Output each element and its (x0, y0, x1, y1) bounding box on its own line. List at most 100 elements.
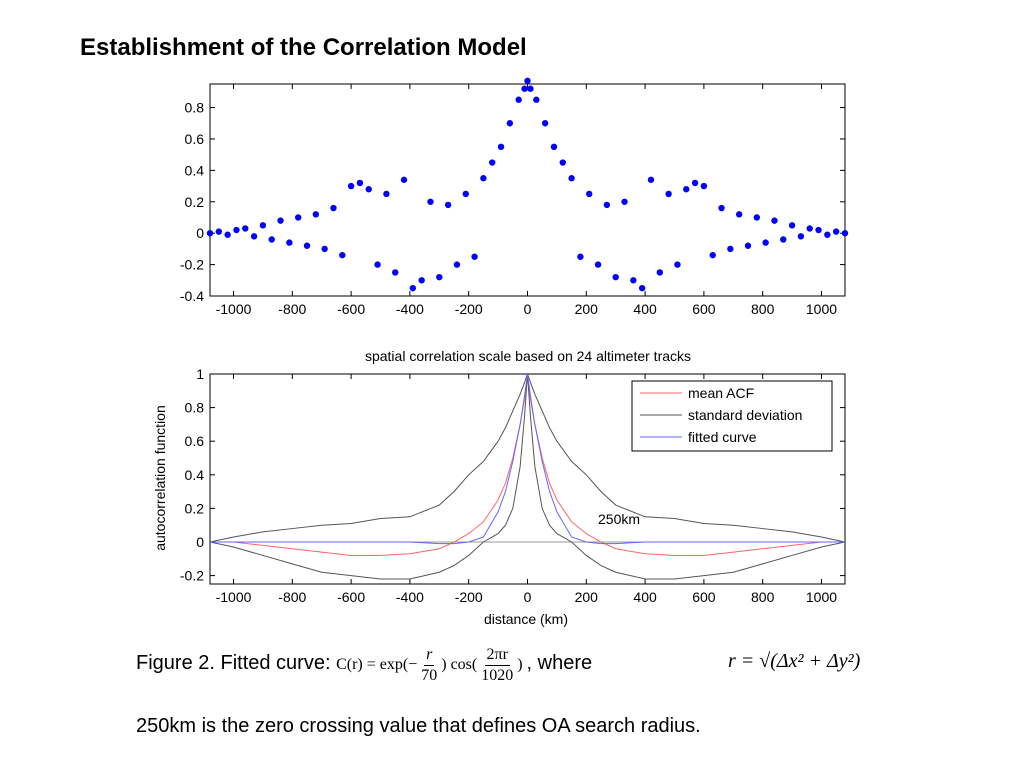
scatter-point (674, 261, 681, 268)
scatter-point (841, 229, 849, 237)
scatter-point (656, 269, 663, 276)
scatter-point (347, 182, 355, 190)
scatter-point (400, 176, 408, 183)
x-tick-label: -600 (337, 301, 365, 317)
y-tick-label: 0 (196, 225, 204, 241)
scatter-point (727, 245, 734, 253)
x-tick-label: -1000 (216, 301, 252, 317)
y-tick-label: 0.4 (185, 467, 205, 483)
y-tick-label: 0.4 (185, 162, 205, 178)
scatter-point (480, 175, 487, 182)
legend-label: mean ACF (688, 385, 754, 401)
scatter-point (444, 201, 452, 209)
legend-label: fitted curve (688, 429, 757, 445)
frac1-num: r (424, 645, 435, 666)
scatter-point (683, 186, 690, 193)
scatter-point (259, 222, 267, 229)
x-tick-label: -800 (278, 301, 306, 317)
x-tick-label: -200 (455, 589, 483, 605)
scatter-point (753, 214, 761, 221)
scatter-point (383, 190, 390, 198)
scatter-point (832, 228, 840, 235)
scatter-point (621, 198, 628, 205)
legend-label: standard deviation (688, 407, 802, 423)
scatter-point (709, 251, 716, 259)
y-tick-label: -0.4 (180, 288, 204, 304)
scatter-point (321, 245, 328, 253)
x-tick-label: -600 (337, 589, 365, 605)
scatter-point (277, 217, 284, 224)
scatter-point (586, 190, 593, 198)
scatter-point (647, 176, 655, 183)
scatter-point (700, 182, 708, 190)
scatter-point (541, 120, 549, 127)
scatter-point (303, 242, 311, 249)
scatter-point (515, 96, 522, 103)
scatter-point (206, 229, 214, 237)
x-tick-label: 400 (633, 589, 657, 605)
scatter-point (268, 236, 275, 243)
frac2-den: 1020 (481, 667, 514, 684)
y-tick-label: 0.8 (185, 400, 205, 416)
formula-lhs: C(r) = exp(− (336, 656, 418, 674)
x-tick-label: -200 (455, 301, 483, 317)
scatter-point (215, 228, 223, 235)
y-tick-label: 0.6 (185, 433, 205, 449)
scatter-point (780, 236, 787, 243)
x-tick-label: 600 (692, 589, 716, 605)
scatter-point (374, 261, 381, 268)
x-tick-label: 800 (751, 301, 775, 317)
scatter-point (365, 186, 372, 193)
y-tick-label: 1 (196, 366, 204, 382)
y-tick-label: -0.2 (180, 257, 204, 273)
scatter-point (594, 261, 602, 268)
zero-crossing-annotation: 250km (598, 511, 640, 527)
slide-title: Establishment of the Correlation Model (80, 34, 527, 61)
scatter-point (286, 239, 293, 246)
x-tick-label: -400 (396, 301, 424, 317)
scatter-point (718, 204, 725, 212)
scatter-point (550, 143, 558, 151)
scatter-point (489, 159, 496, 166)
scatter-point (771, 217, 778, 224)
scatter-point (527, 85, 534, 92)
x-tick-label: 0 (524, 589, 532, 605)
x-tick-label: 0 (524, 301, 532, 317)
legend: mean ACF standard deviation fitted curve (631, 380, 833, 452)
y-tick-label: 0.2 (185, 194, 205, 210)
scatter-point (691, 179, 699, 187)
formula-end: ) (517, 656, 523, 674)
scatter-point (762, 239, 769, 246)
scatter-point (577, 253, 584, 260)
scatter-point (330, 204, 337, 212)
y-tick-label: 0.2 (185, 500, 205, 516)
scatter-point (339, 251, 346, 259)
scatter-point (356, 179, 364, 187)
scatter-point (665, 190, 672, 198)
caption-line2: 250km is the zero crossing value that de… (136, 715, 701, 737)
scatter-point (603, 201, 611, 209)
scatter-point (815, 226, 822, 234)
scatter-point (630, 277, 637, 284)
scatter-point (462, 190, 469, 198)
frac2-num: 2πr (484, 645, 510, 666)
scatter-point (233, 226, 240, 234)
formula-mid: ) cos( (441, 656, 478, 674)
x-tick-label: 1000 (806, 301, 837, 317)
r-definition: r = √(Δx² + Δy²) (728, 650, 861, 672)
formula: C(r) = exp(− r 70) cos(2πr 1020) (336, 646, 526, 684)
scatter-point (453, 261, 461, 268)
scatter-point (533, 96, 540, 103)
scatter-point (788, 222, 796, 229)
x-axis-label: distance (km) (484, 611, 568, 627)
x-tick-label: 1000 (806, 589, 837, 605)
y-tick-label: 0.8 (185, 100, 205, 116)
caption-where: , where (526, 652, 593, 675)
scatter-point (568, 175, 575, 182)
x-tick-label: 200 (575, 589, 599, 605)
scatter-point (797, 233, 805, 240)
x-tick-label: -800 (278, 589, 306, 605)
y-tick-label: 0 (196, 534, 204, 550)
